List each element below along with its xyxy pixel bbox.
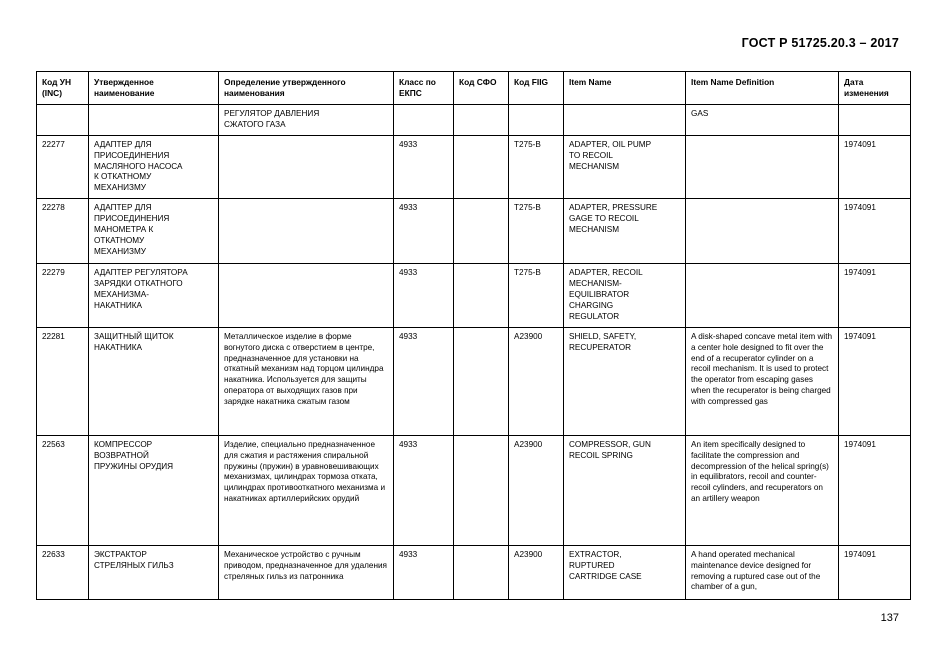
cell-ekps-class: 4933 bbox=[393, 544, 454, 600]
cell-item-name-definition: An item specifically designed to facilit… bbox=[685, 434, 839, 546]
cell-item-name: SHIELD, SAFETY, RECUPERATOR bbox=[563, 326, 686, 436]
cell-item-name: ADAPTER, OIL PUMP TO RECOIL MECHANISM bbox=[563, 134, 686, 200]
cell-sfo-code bbox=[453, 544, 509, 600]
cell-fiig-code: A23900 bbox=[508, 544, 564, 600]
column-header-sfo-code: Код СФО bbox=[453, 71, 509, 105]
table-header: Код УН (INC) Утвержденное наименование О… bbox=[36, 71, 911, 105]
cell-item-name-definition: GAS bbox=[685, 104, 839, 136]
column-header-ekps-class: Класс по ЕКПС bbox=[393, 71, 454, 105]
cell-inc: 22278 bbox=[36, 198, 89, 265]
table-body: РЕГУЛЯТОР ДАВЛЕНИЯ СЖАТОГО ГАЗА GAS 2227… bbox=[36, 104, 911, 600]
cell-change-date: 1974091 bbox=[838, 326, 911, 436]
cell-ekps-class: 4933 bbox=[393, 326, 454, 436]
cell-ekps-class bbox=[393, 104, 454, 136]
column-header-item-name: Item Name bbox=[563, 71, 686, 105]
cell-fiig-code: T275-B bbox=[508, 263, 564, 328]
table-row: 22278 АДАПТЕР ДЛЯ ПРИСОЕДИНЕНИЯ МАНОМЕТР… bbox=[36, 198, 911, 265]
cell-approved-name: АДАПТЕР ДЛЯ ПРИСОЕДИНЕНИЯ МАСЛЯНОГО НАСО… bbox=[88, 134, 219, 200]
cell-change-date bbox=[838, 104, 911, 136]
cell-inc: 22277 bbox=[36, 134, 89, 200]
column-header-inc: Код УН (INC) bbox=[36, 71, 89, 105]
cell-definition: Металлическое изделие в форме вогнутого … bbox=[218, 326, 394, 436]
cell-ekps-class: 4933 bbox=[393, 134, 454, 200]
cell-ekps-class: 4933 bbox=[393, 434, 454, 546]
cell-sfo-code bbox=[453, 198, 509, 265]
cell-inc: 22633 bbox=[36, 544, 89, 600]
cell-definition bbox=[218, 263, 394, 328]
cell-definition bbox=[218, 134, 394, 200]
cell-fiig-code: T275-B bbox=[508, 134, 564, 200]
cell-item-name: EXTRACTOR, RUPTURED CARTRIDGE CASE bbox=[563, 544, 686, 600]
table-row: 22281 ЗАЩИТНЫЙ ЩИТОК НАКАТНИКА Металличе… bbox=[36, 326, 911, 436]
cell-sfo-code bbox=[453, 134, 509, 200]
cell-change-date: 1974091 bbox=[838, 198, 911, 265]
cell-ekps-class: 4933 bbox=[393, 263, 454, 328]
item-catalog-table: Код УН (INC) Утвержденное наименование О… bbox=[36, 71, 911, 600]
cell-definition: РЕГУЛЯТОР ДАВЛЕНИЯ СЖАТОГО ГАЗА bbox=[218, 104, 394, 136]
cell-approved-name: АДАПТЕР ДЛЯ ПРИСОЕДИНЕНИЯ МАНОМЕТРА К ОТ… bbox=[88, 198, 219, 265]
column-header-fiig-code: Код FIIG bbox=[508, 71, 564, 105]
cell-definition: Механическое устройство с ручным приводо… bbox=[218, 544, 394, 600]
cell-item-name: COMPRESSOR, GUN RECOIL SPRING bbox=[563, 434, 686, 546]
cell-item-name-definition bbox=[685, 263, 839, 328]
cell-inc bbox=[36, 104, 89, 136]
standard-number-header: ГОСТ Р 51725.20.3 – 2017 bbox=[741, 36, 899, 50]
cell-change-date: 1974091 bbox=[838, 544, 911, 600]
cell-sfo-code bbox=[453, 326, 509, 436]
column-header-change-date: Дата изменения bbox=[838, 71, 911, 105]
cell-change-date: 1974091 bbox=[838, 134, 911, 200]
cell-fiig-code: A23900 bbox=[508, 326, 564, 436]
table-row: 22277 АДАПТЕР ДЛЯ ПРИСОЕДИНЕНИЯ МАСЛЯНОГ… bbox=[36, 134, 911, 200]
cell-item-name bbox=[563, 104, 686, 136]
cell-change-date: 1974091 bbox=[838, 434, 911, 546]
cell-ekps-class: 4933 bbox=[393, 198, 454, 265]
cell-fiig-code bbox=[508, 104, 564, 136]
cell-fiig-code: A23900 bbox=[508, 434, 564, 546]
cell-approved-name bbox=[88, 104, 219, 136]
cell-inc: 22281 bbox=[36, 326, 89, 436]
cell-item-name-definition bbox=[685, 198, 839, 265]
column-header-definition: Определение утвержденного наименования bbox=[218, 71, 394, 105]
cell-item-name-definition: A hand operated mechanical maintenance d… bbox=[685, 544, 839, 600]
cell-item-name: ADAPTER, RECOIL MECHANISM- EQUILIBRATOR … bbox=[563, 263, 686, 328]
table-row: 22563 КОМПРЕССОР ВОЗВРАТНОЙ ПРУЖИНЫ ОРУД… bbox=[36, 434, 911, 546]
column-header-item-name-definition: Item Name Definition bbox=[685, 71, 839, 105]
cell-definition: Изделие, специально предназначенное для … bbox=[218, 434, 394, 546]
table-row-continuation: РЕГУЛЯТОР ДАВЛЕНИЯ СЖАТОГО ГАЗА GAS bbox=[36, 104, 911, 136]
cell-sfo-code bbox=[453, 263, 509, 328]
cell-approved-name: АДАПТЕР РЕГУЛЯТОРА ЗАРЯДКИ ОТКАТНОГО МЕХ… bbox=[88, 263, 219, 328]
cell-inc: 22279 bbox=[36, 263, 89, 328]
page-number: 137 bbox=[880, 612, 899, 624]
column-header-approved-name: Утвержденное наименование bbox=[88, 71, 219, 105]
table-header-row: Код УН (INC) Утвержденное наименование О… bbox=[36, 71, 911, 105]
cell-approved-name: ЗАЩИТНЫЙ ЩИТОК НАКАТНИКА bbox=[88, 326, 219, 436]
gost-table-container: Код УН (INC) Утвержденное наименование О… bbox=[36, 71, 911, 600]
cell-fiig-code: T275-B bbox=[508, 198, 564, 265]
cell-item-name-definition bbox=[685, 134, 839, 200]
cell-sfo-code bbox=[453, 434, 509, 546]
cell-definition bbox=[218, 198, 394, 265]
cell-item-name-definition: A disk-shaped concave metal item with a … bbox=[685, 326, 839, 436]
table-row: 22279 АДАПТЕР РЕГУЛЯТОРА ЗАРЯДКИ ОТКАТНО… bbox=[36, 263, 911, 328]
cell-approved-name: ЭКСТРАКТОР СТРЕЛЯНЫХ ГИЛЬЗ bbox=[88, 544, 219, 600]
table-row: 22633 ЭКСТРАКТОР СТРЕЛЯНЫХ ГИЛЬЗ Механич… bbox=[36, 544, 911, 600]
cell-change-date: 1974091 bbox=[838, 263, 911, 328]
cell-item-name: ADAPTER, PRESSURE GAGE TO RECOIL MECHANI… bbox=[563, 198, 686, 265]
cell-approved-name: КОМПРЕССОР ВОЗВРАТНОЙ ПРУЖИНЫ ОРУДИЯ bbox=[88, 434, 219, 546]
cell-inc: 22563 bbox=[36, 434, 89, 546]
cell-sfo-code bbox=[453, 104, 509, 136]
